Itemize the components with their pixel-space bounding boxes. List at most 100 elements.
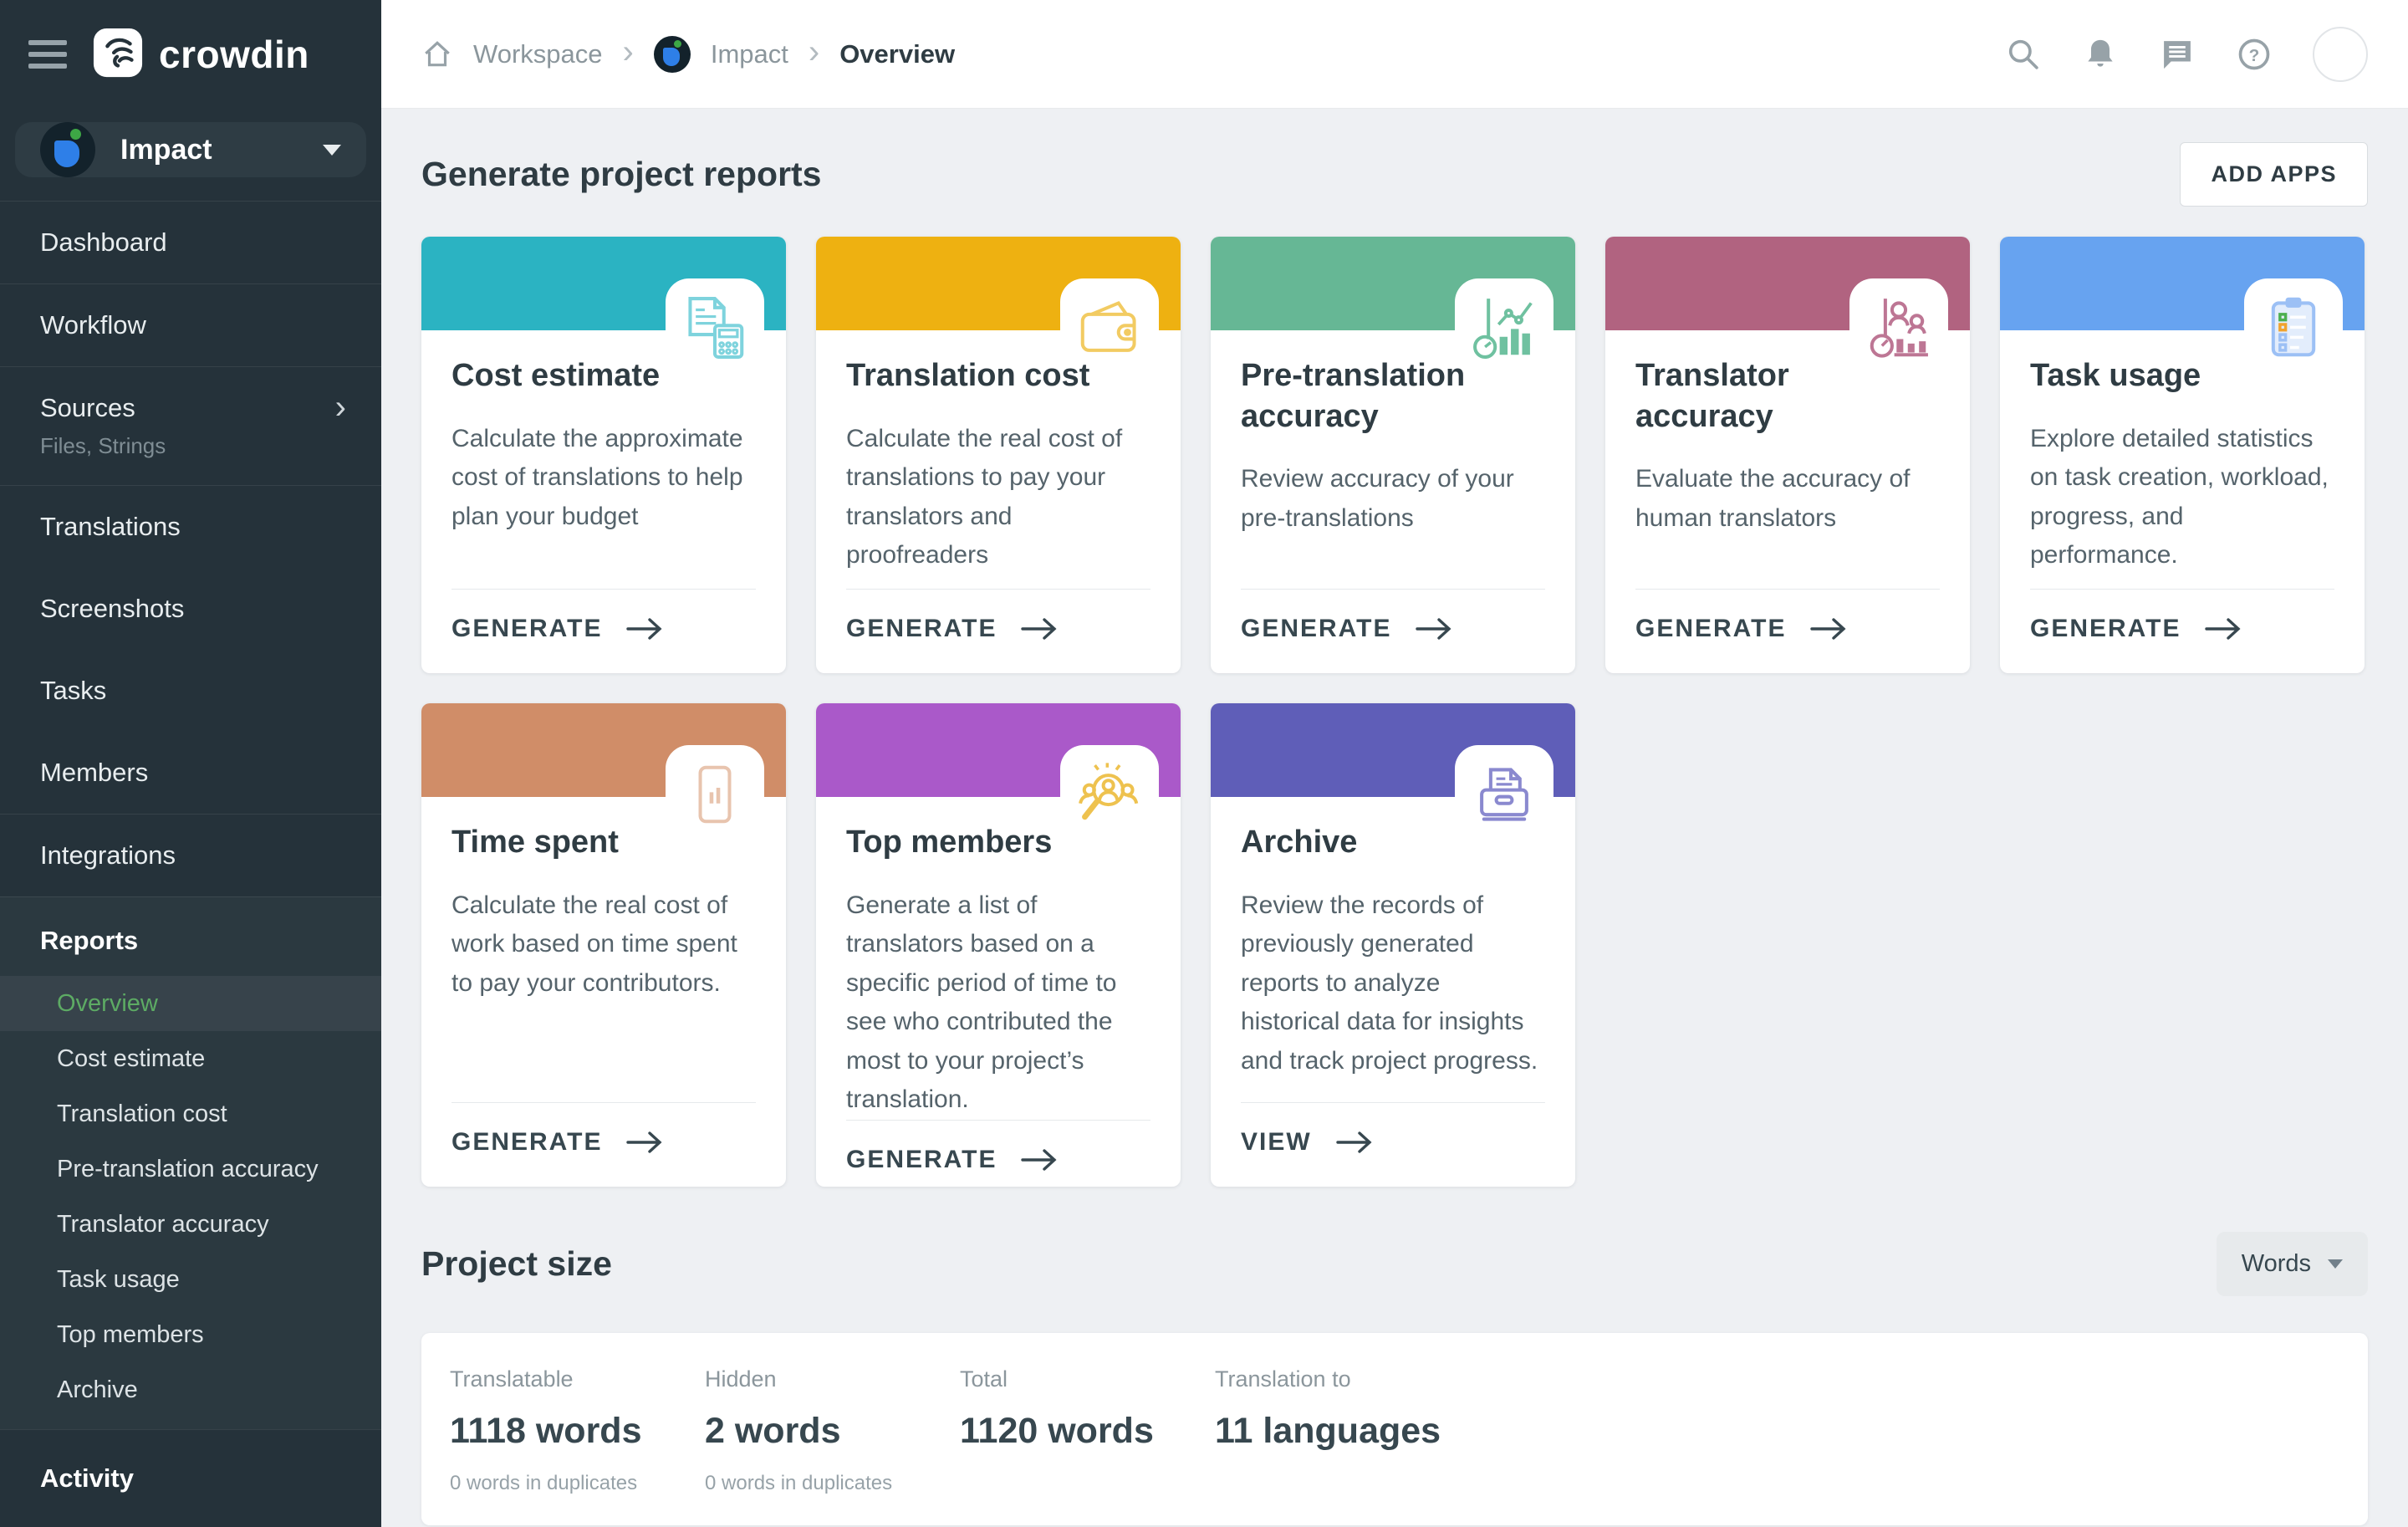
hamburger-menu-icon[interactable] (28, 40, 67, 69)
sidebar-reports-translator-accuracy[interactable]: Translator accuracy (57, 1210, 269, 1238)
sidebar-reports-task-usage[interactable]: Task usage (57, 1265, 180, 1293)
card-title: Translator accuracy (1635, 358, 1789, 434)
sidebar-logo-row: crowdin (0, 0, 381, 109)
clipboard-tasks-icon (2258, 292, 2329, 364)
card-title: Top members (846, 825, 1053, 860)
add-apps-button[interactable]: ADD APPS (2180, 142, 2368, 207)
topbar-actions: ? (2005, 26, 2368, 82)
breadcrumb: Workspace › Impact › Overview (421, 33, 956, 73)
sidebar-item-tasks[interactable]: Tasks (40, 676, 107, 705)
card-description: Evaluate the accuracy of human translato… (1635, 465, 1911, 532)
phone-icon (679, 758, 751, 830)
generate-button[interactable]: GENERATE (2030, 589, 2334, 673)
sidebar-reports-cost-estimate[interactable]: Cost estimate (57, 1044, 206, 1072)
generate-button[interactable]: GENERATE (1241, 589, 1545, 673)
sidebar-item-translations[interactable]: Translations (0, 485, 381, 568)
arrow-right-icon (2204, 616, 2242, 641)
search-icon[interactable] (2005, 36, 2042, 73)
card-archive: Archive Review the records of previously… (1211, 703, 1575, 1187)
generate-button[interactable]: GENERATE (1635, 589, 1940, 673)
sidebar-item-reports[interactable]: Reports (40, 926, 139, 955)
sidebar-item-members[interactable]: Members (40, 758, 149, 787)
people-chart-icon (1863, 292, 1935, 364)
generate-button[interactable]: GENERATE (452, 1102, 756, 1187)
breadcrumb-current-page: Overview (839, 38, 956, 69)
view-button[interactable]: VIEW (1241, 1102, 1545, 1187)
card-color-band (816, 237, 1181, 359)
card-color-band (816, 703, 1181, 825)
crowdin-mark-icon (92, 27, 144, 83)
sidebar-item-activity[interactable]: Activity (0, 1429, 381, 1527)
card-description: Review accuracy of your pre-translations (1241, 465, 1514, 532)
sidebar-reports-section: Reports Overview Cost estimate Translati… (0, 896, 381, 1429)
card-color-band (1605, 237, 1970, 359)
stat-hidden: Hidden 2 words 0 words in duplicates (705, 1366, 893, 1494)
card-color-band (1211, 703, 1575, 825)
card-task-usage: Task usage Explore detailed statistics o… (2000, 237, 2365, 673)
chevron-right-icon: › (334, 389, 346, 426)
card-color-band (421, 237, 786, 359)
chevron-down-icon (323, 144, 341, 156)
card-title: Translation cost (846, 358, 1090, 393)
notifications-bell-icon[interactable] (2082, 36, 2119, 73)
stat-total: Total 1120 words (960, 1366, 1154, 1451)
project-avatar (40, 122, 95, 177)
svg-text:?: ? (2249, 45, 2260, 64)
unit-selector-dropdown[interactable]: Words (2216, 1232, 2368, 1296)
messages-icon[interactable] (2159, 36, 2196, 73)
card-translation-cost: Translation cost Calculate the real cost… (816, 237, 1181, 673)
project-name: Impact (120, 133, 212, 166)
crowdin-logo[interactable]: crowdin (92, 27, 309, 83)
chevron-down-icon (2328, 1259, 2343, 1269)
breadcrumb-separator-icon: › (622, 33, 634, 70)
card-title: Pre-translation accuracy (1241, 358, 1466, 434)
card-color-band (421, 703, 786, 825)
arrow-right-icon (1335, 1130, 1374, 1155)
project-size-panel: Translatable 1118 words 0 words in dupli… (421, 1333, 2368, 1525)
breadcrumb-workspace[interactable]: Workspace (473, 38, 603, 69)
card-description: Explore detailed statistics on task crea… (2030, 424, 2329, 569)
generate-button[interactable]: GENERATE (846, 589, 1150, 673)
invoice-calculator-icon (679, 292, 751, 364)
sidebar-reports-translation-cost[interactable]: Translation cost (57, 1100, 227, 1127)
card-cost-estimate: Cost estimate Calculate the approximate … (421, 237, 786, 673)
page-title: Generate project reports (421, 155, 822, 193)
people-search-icon (1074, 758, 1145, 830)
sidebar-item-sources[interactable]: Sources Files, Strings › (0, 366, 381, 485)
arrow-right-icon (1809, 616, 1848, 641)
archive-box-icon (1468, 758, 1540, 830)
card-title: Time spent (452, 825, 619, 860)
card-time-spent: Time spent Calculate the real cost of wo… (421, 703, 786, 1187)
sidebar-item-integrations[interactable]: Integrations (0, 814, 381, 896)
card-title: Archive (1241, 825, 1358, 860)
sidebar-reports-top-members[interactable]: Top members (57, 1320, 204, 1348)
topbar: Workspace › Impact › Overview ? (381, 0, 2408, 109)
sidebar-item-sources-sub: Files, Strings (40, 433, 166, 458)
card-description: Calculate the real cost of work based on… (452, 891, 737, 997)
user-avatar[interactable] (2313, 26, 2368, 82)
card-translator-accuracy: Translator accuracy Evaluate the accurac… (1605, 237, 1970, 673)
card-title: Cost estimate (452, 358, 661, 393)
generate-button[interactable]: GENERATE (452, 589, 756, 673)
sidebar-item-screenshots[interactable]: Screenshots (40, 594, 185, 623)
card-description: Review the records of previously generat… (1241, 891, 1538, 1075)
sidebar-reports-archive[interactable]: Archive (57, 1376, 138, 1403)
arrow-right-icon (1020, 1147, 1059, 1172)
arrow-right-icon (625, 1130, 664, 1155)
breadcrumb-project[interactable]: Impact (710, 38, 788, 69)
sidebar-reports-pre-translation-accuracy[interactable]: Pre-translation accuracy (57, 1155, 319, 1182)
project-selector[interactable]: Impact (15, 122, 366, 177)
sidebar-reports-overview[interactable]: Overview (0, 976, 381, 1031)
home-icon[interactable] (421, 38, 453, 70)
card-description: Generate a list of translators based on … (846, 891, 1117, 1114)
card-color-band (2000, 237, 2365, 359)
generate-button[interactable]: GENERATE (846, 1119, 1150, 1187)
help-icon[interactable]: ? (2236, 36, 2273, 73)
card-description: Calculate the real cost of translations … (846, 424, 1123, 569)
sidebar-item-dashboard[interactable]: Dashboard (0, 201, 381, 283)
card-title: Task usage (2030, 358, 2201, 393)
breadcrumb-project-avatar (653, 35, 691, 73)
sidebar-item-workflow[interactable]: Workflow (0, 283, 381, 366)
chart-gauge-icon (1468, 292, 1540, 364)
